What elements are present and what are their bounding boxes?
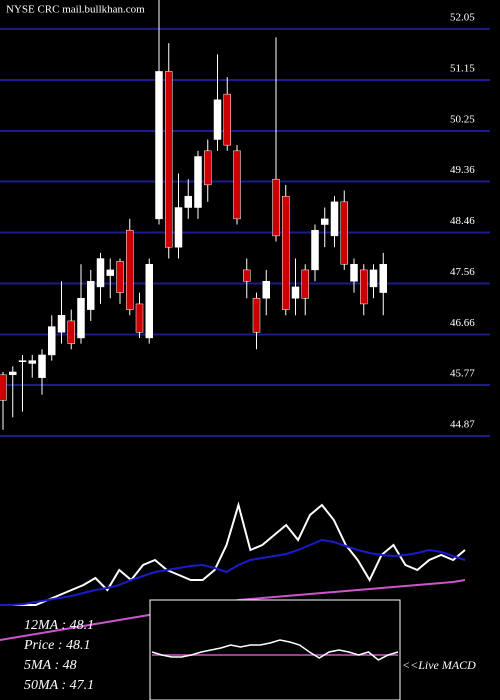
info-text: 50MA : 47.1: [24, 678, 94, 693]
macd-line: [151, 639, 399, 661]
candle-body: [0, 374, 7, 401]
candle-body: [262, 280, 270, 299]
candle-body: [223, 93, 231, 146]
candle-body: [126, 229, 134, 310]
candle-body: [77, 297, 85, 339]
candle-body: [38, 354, 46, 378]
candle-body: [18, 360, 27, 363]
y-tick-label: 50.25: [450, 114, 475, 126]
candle-body: [233, 150, 241, 220]
macd-label: <<Live MACD: [402, 658, 476, 672]
candle-body: [116, 261, 124, 293]
candle-body: [57, 315, 66, 333]
info-text: 12MA : 48.1: [24, 618, 94, 633]
candle-body: [369, 269, 378, 288]
candle-body: [340, 201, 348, 265]
candle-body: [243, 269, 251, 282]
candle-body: [135, 303, 144, 333]
ma-line: [0, 538, 466, 606]
y-tick-label: 44.87: [450, 419, 475, 431]
candle-body: [204, 150, 212, 186]
candle-body: [272, 178, 280, 237]
info-text: 5MA : 48: [24, 658, 77, 673]
candle-body: [145, 263, 153, 339]
candle-body: [252, 297, 261, 333]
y-tick-label: 51.15: [450, 62, 475, 74]
candle-body: [155, 71, 163, 220]
y-tick-label: 49.36: [450, 164, 475, 176]
candle-body: [213, 99, 222, 140]
y-tick-label: 45.77: [450, 368, 475, 380]
candle-body: [174, 207, 183, 248]
candle-body: [379, 263, 387, 293]
candle-body: [350, 263, 358, 282]
y-tick-label: 52.05: [450, 11, 475, 23]
y-tick-label: 48.46: [450, 215, 475, 227]
candle-body: [184, 195, 192, 208]
macd-panel: [149, 599, 401, 700]
candle-body: [321, 218, 329, 225]
ma-line: [0, 501, 466, 606]
y-tick-label: 47.56: [450, 266, 475, 278]
candle-body: [165, 71, 173, 248]
candle-body: [330, 201, 339, 237]
y-tick-label: 46.66: [450, 317, 475, 329]
candle-body: [106, 269, 114, 276]
candle-body: [67, 320, 75, 344]
candle-body: [194, 156, 202, 208]
candle-body: [291, 286, 300, 299]
chart-title: NYSE CRC mail.bullkhan.com: [6, 4, 145, 16]
candle-body: [28, 360, 36, 364]
candle-body: [96, 258, 105, 288]
info-text: Price : 48.1: [23, 638, 90, 653]
candle-body: [9, 371, 17, 376]
candle-body: [48, 326, 56, 356]
candle-body: [282, 195, 290, 310]
candle-body: [360, 269, 368, 305]
candle-body: [87, 280, 95, 310]
candle-body: [301, 269, 309, 299]
candle-body: [311, 229, 319, 271]
